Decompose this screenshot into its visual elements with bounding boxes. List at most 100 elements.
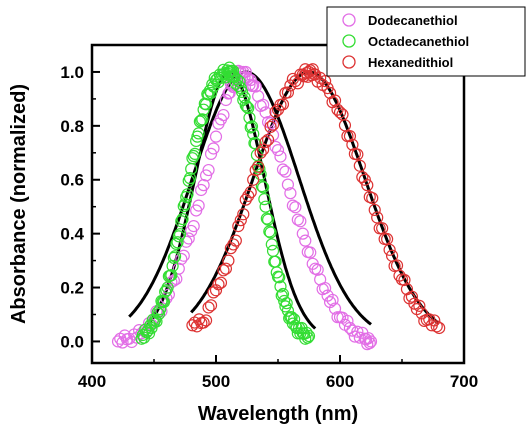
data-point bbox=[265, 238, 278, 251]
data-point bbox=[423, 313, 436, 326]
legend-marker bbox=[342, 55, 356, 69]
data-point bbox=[199, 98, 213, 111]
data-point bbox=[366, 191, 379, 205]
data-point bbox=[234, 214, 247, 227]
data-point bbox=[207, 142, 220, 155]
data-point bbox=[279, 165, 292, 178]
data-point bbox=[264, 226, 277, 239]
data-point bbox=[245, 120, 259, 133]
data-point bbox=[209, 130, 223, 143]
data-point bbox=[328, 94, 342, 107]
data-point bbox=[203, 84, 216, 97]
data-point bbox=[157, 295, 171, 309]
data-point bbox=[364, 335, 378, 348]
data-point bbox=[187, 219, 200, 233]
data-point bbox=[222, 254, 235, 267]
data-point bbox=[259, 106, 272, 119]
data-point bbox=[244, 121, 257, 134]
data-point bbox=[326, 293, 339, 307]
y-tick-label: 0.4 bbox=[60, 225, 84, 244]
data-point bbox=[260, 212, 273, 225]
data-point bbox=[306, 63, 319, 76]
data-point bbox=[266, 244, 280, 257]
data-point bbox=[178, 197, 192, 211]
legend-label: Dodecanethiol bbox=[368, 13, 458, 28]
data-point bbox=[300, 326, 313, 339]
data-point bbox=[217, 108, 230, 122]
data-point bbox=[304, 246, 317, 259]
data-point bbox=[301, 331, 314, 344]
data-point bbox=[341, 314, 354, 328]
data-point bbox=[261, 213, 275, 226]
data-point bbox=[252, 160, 265, 173]
data-point bbox=[171, 236, 184, 249]
data-point bbox=[172, 230, 185, 243]
legend-box bbox=[326, 6, 526, 77]
data-point bbox=[286, 199, 299, 212]
y-tick-label: 0.0 bbox=[60, 332, 84, 351]
data-point bbox=[261, 133, 275, 146]
data-point bbox=[193, 115, 206, 128]
data-point bbox=[166, 259, 179, 273]
series-hexanedithiol bbox=[186, 63, 446, 335]
axis-ticks: 400 500 600 700 0.0 0.2 0.4 0.6 0.8 1.0 bbox=[60, 63, 478, 391]
data-point bbox=[430, 320, 443, 333]
data-point bbox=[175, 252, 188, 266]
data-point bbox=[230, 73, 244, 86]
y-axis-label: Absorbance (normalized) bbox=[8, 84, 30, 324]
data-point bbox=[227, 238, 240, 251]
data-point bbox=[263, 225, 276, 238]
data-point bbox=[274, 150, 287, 163]
data-point bbox=[219, 93, 233, 107]
data-point bbox=[192, 127, 205, 140]
data-point bbox=[175, 215, 188, 228]
data-point bbox=[351, 325, 364, 338]
data-point bbox=[238, 91, 251, 104]
data-point bbox=[150, 315, 163, 328]
data-point bbox=[182, 232, 195, 245]
data-point bbox=[247, 127, 260, 141]
data-point bbox=[259, 200, 272, 213]
data-point bbox=[152, 307, 166, 321]
data-point bbox=[181, 188, 194, 201]
data-point bbox=[154, 303, 167, 316]
data-point bbox=[333, 106, 347, 119]
data-point bbox=[196, 113, 209, 126]
data-point bbox=[149, 313, 162, 326]
y-tick-label: 0.6 bbox=[60, 171, 84, 190]
data-point bbox=[280, 297, 293, 310]
plot-frame bbox=[90, 43, 466, 365]
data-point bbox=[204, 86, 218, 100]
x-axis-label: Wavelength (nm) bbox=[198, 403, 358, 425]
data-point bbox=[274, 280, 287, 293]
data-point bbox=[243, 111, 256, 124]
data-point bbox=[257, 181, 270, 194]
data-point bbox=[353, 159, 366, 172]
data-point bbox=[204, 147, 218, 160]
data-point bbox=[273, 271, 286, 284]
data-point bbox=[229, 234, 242, 247]
y-tick-label: 1.0 bbox=[60, 63, 84, 82]
data-point bbox=[281, 178, 295, 191]
data-point bbox=[257, 98, 270, 111]
data-point bbox=[142, 327, 156, 340]
data-point bbox=[269, 140, 282, 153]
data-point bbox=[177, 200, 190, 213]
data-point bbox=[172, 262, 185, 275]
data-point bbox=[285, 311, 298, 324]
data-point bbox=[276, 98, 290, 111]
data-point bbox=[207, 286, 220, 299]
data-point bbox=[199, 314, 213, 327]
data-point bbox=[202, 163, 215, 177]
data-point bbox=[276, 163, 290, 176]
data-point bbox=[232, 219, 245, 233]
data-point bbox=[223, 86, 236, 100]
x-tick-label: 700 bbox=[450, 372, 478, 391]
data-point bbox=[254, 146, 267, 159]
data-point bbox=[271, 144, 285, 157]
data-point bbox=[183, 172, 197, 185]
data-point bbox=[302, 329, 316, 343]
legend: Dodecanethiol Octadecanethiol Hexanedithio… bbox=[326, 6, 526, 77]
data-point bbox=[168, 250, 182, 263]
data-point bbox=[358, 173, 371, 186]
